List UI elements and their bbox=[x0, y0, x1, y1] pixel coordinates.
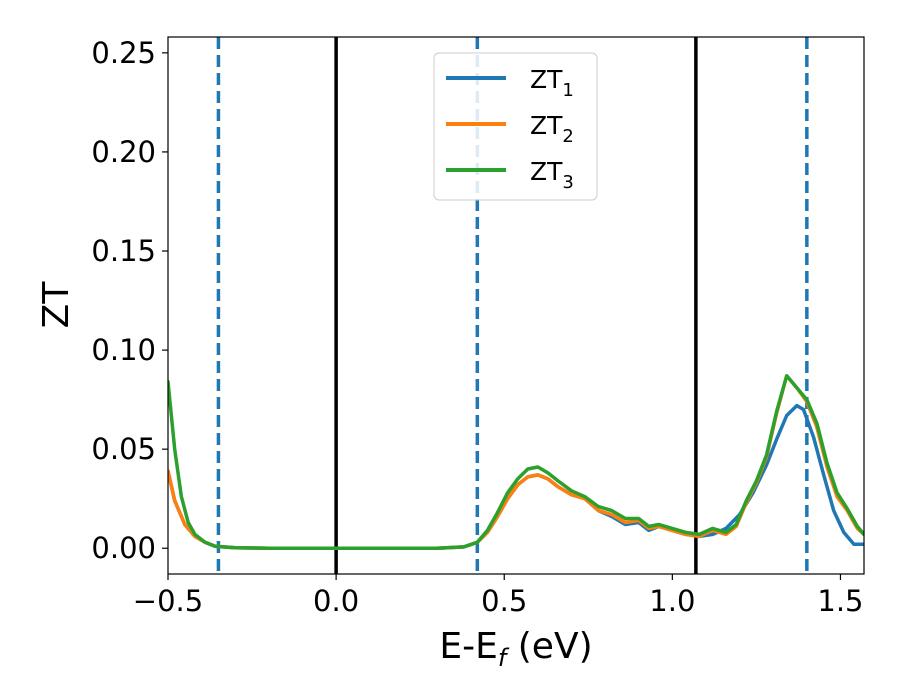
x-tick-label-4: 1.5 bbox=[817, 584, 863, 618]
x-axis-label: E-Ef (eV) bbox=[439, 626, 592, 672]
y-tick-label-1: 0.05 bbox=[91, 432, 156, 466]
legend-box bbox=[433, 52, 598, 201]
series-line-3 bbox=[168, 374, 864, 550]
plot-frame bbox=[167, 36, 865, 575]
legend: ZT1 ZT2 ZT3 bbox=[433, 52, 598, 201]
legend-label-3: ZT3 bbox=[530, 157, 574, 193]
y-tick-label-0: 0.00 bbox=[91, 531, 156, 565]
reference-lines bbox=[216, 37, 809, 574]
y-tick-label-2: 0.10 bbox=[91, 333, 156, 367]
y-axis: 0.00 0.05 0.10 0.15 0.20 0.25 bbox=[91, 36, 168, 565]
series-layer bbox=[168, 374, 864, 550]
series-line-2 bbox=[168, 374, 864, 550]
y-axis-label: ZT bbox=[36, 281, 77, 329]
x-axis: −0.5 0.0 0.5 1.0 1.5 bbox=[133, 574, 864, 618]
x-tick-label-2: 0.5 bbox=[481, 584, 527, 618]
y-tick-label-5: 0.25 bbox=[91, 36, 156, 70]
legend-label-2: ZT2 bbox=[530, 111, 574, 147]
x-axis-label-unit: (eV) bbox=[506, 626, 592, 667]
x-tick-label-0: −0.5 bbox=[133, 584, 203, 618]
legend-label-1: ZT1 bbox=[530, 65, 574, 101]
x-axis-label-main: E-E bbox=[439, 626, 497, 667]
x-tick-label-1: 0.0 bbox=[313, 584, 359, 618]
y-tick-label-3: 0.15 bbox=[91, 234, 156, 268]
y-tick-label-4: 0.20 bbox=[91, 135, 156, 169]
x-tick-label-3: 1.0 bbox=[649, 584, 695, 618]
